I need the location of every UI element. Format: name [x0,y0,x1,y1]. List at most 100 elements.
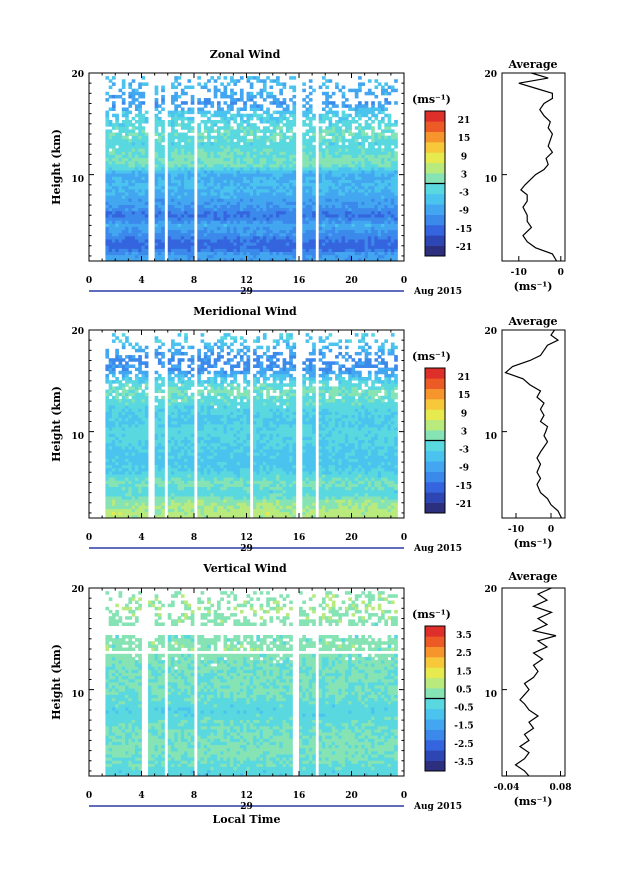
heatmap-cell [250,195,254,199]
heatmap-cell [142,480,146,484]
heatmap-cell [135,468,139,472]
heatmap-cell [112,176,116,180]
heatmap-cell [381,129,385,133]
heatmap-cell [361,208,365,212]
heatmap-cell [187,208,191,212]
heatmap-cell [276,167,280,171]
heatmap-cell [273,230,277,234]
heatmap-cell [381,136,385,140]
heatmap-cell [207,217,211,221]
heatmap-cell [214,123,218,127]
heatmap-cell [174,230,178,234]
heatmap-cell [145,252,149,256]
heatmap-cell [155,227,159,231]
heatmap-cell [332,145,336,149]
heatmap-cell [142,371,146,375]
heatmap-cell [352,205,356,209]
heatmap-cell [394,123,398,127]
heatmap-cell [122,374,126,378]
heatmap-cell [197,151,201,155]
heatmap-cell [312,186,316,190]
heatmap-cell [256,151,260,155]
heatmap-cell [135,386,139,390]
heatmap-cell [119,176,123,180]
heatmap-cell [325,158,329,162]
heatmap-cell [122,205,126,209]
heatmap-cell [214,95,218,99]
heatmap-cell [138,208,142,212]
heatmap-cell [378,183,382,187]
heatmap-cell [381,255,385,259]
heatmap-cell [220,236,224,240]
heatmap-cell [283,173,287,177]
heatmap-cell [355,104,359,108]
heatmap-cell [135,114,139,118]
heatmap-cell [122,148,126,152]
heatmap-cell [109,408,113,412]
heatmap-cell [155,101,159,105]
heatmap-cell [197,176,201,180]
heatmap-cell [214,170,218,174]
heatmap-cell [109,383,113,387]
heatmap-cell [361,133,365,137]
heatmap-cell [273,245,277,249]
heatmap-cell [171,242,175,246]
heatmap-cell [109,151,113,155]
heatmap-cell [273,170,277,174]
heatmap-cell [115,214,119,218]
heatmap-cell [358,198,362,202]
heatmap-cell [332,126,336,130]
heatmap-cell [279,195,283,199]
heatmap-cell [260,205,264,209]
heatmap-cell [374,136,378,140]
heatmap-cell [161,220,165,224]
heatmap-cell [181,236,185,240]
heatmap-cell [394,151,398,155]
heatmap-cell [312,217,316,221]
heatmap-cell [306,245,310,249]
heatmap-cell [109,242,113,246]
heatmap-cell [352,248,356,252]
heatmap-cell [178,161,182,165]
heatmap-cell [125,396,129,400]
heatmap-cell [358,252,362,256]
heatmap-cell [266,239,270,243]
heatmap-cell [391,148,395,152]
heatmap-cell [332,208,336,212]
heatmap-cell [292,107,296,111]
heatmap-cell [142,402,146,406]
heatmap-cell [237,158,241,162]
colorbar-tick: -9 [459,207,469,217]
heatmap-cell [348,89,352,93]
heatmap-cell [168,505,172,509]
heatmap-cell [263,161,267,165]
heatmap-cell [312,236,316,240]
heatmap-cell [279,154,283,158]
heatmap-cell [263,180,267,184]
heatmap-cell [115,358,119,362]
heatmap-cell [355,217,359,221]
heatmap-cell [174,214,178,218]
heatmap-cell [204,151,208,155]
heatmap-cell [115,468,119,472]
heatmap-cell [115,148,119,152]
heatmap-cell [224,86,228,90]
heatmap-cell [319,245,323,249]
heatmap-cell [122,136,126,140]
heatmap-cell [109,449,113,453]
heatmap-cell [358,183,362,187]
heatmap-cell [105,133,109,137]
heatmap-cell [230,230,234,234]
heatmap-cell [378,167,382,171]
heatmap-cell [233,189,237,193]
heatmap-cell [374,79,378,83]
heatmap-cell [214,192,218,196]
heatmap-cell [158,390,162,394]
heatmap-cell [161,355,165,359]
heatmap-cell [220,114,224,118]
heatmap-cell [158,167,162,171]
heatmap-cell [279,133,283,137]
heatmap-cell [227,133,231,137]
heatmap-cell [391,223,395,227]
heatmap-cell [201,233,205,237]
